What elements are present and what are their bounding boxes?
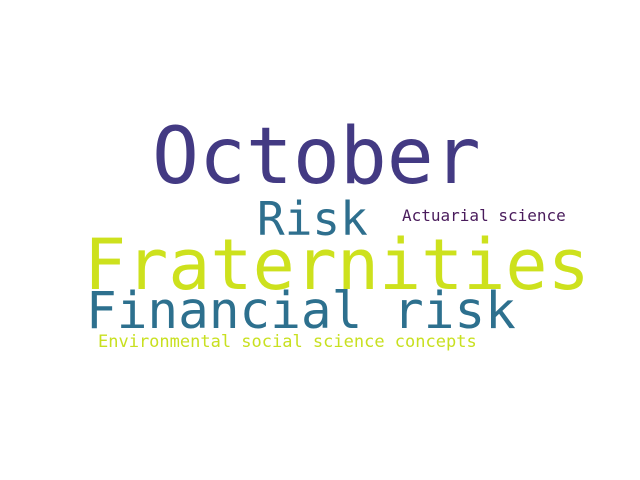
word-financial-risk: Financial risk xyxy=(86,282,516,341)
word-environmental-social-science-concepts: Environmental social science concepts xyxy=(98,332,477,352)
word-october: October xyxy=(152,112,481,202)
word-actuarial-science: Actuarial science xyxy=(402,206,566,225)
word-fraternities: Fraternities xyxy=(84,224,590,306)
word-risk: Risk xyxy=(257,192,368,246)
